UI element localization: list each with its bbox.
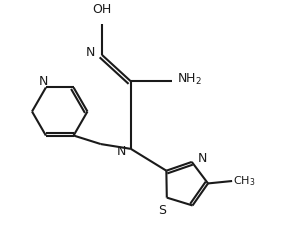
Text: S: S bbox=[158, 204, 166, 217]
Text: N: N bbox=[39, 75, 48, 88]
Text: OH: OH bbox=[92, 3, 112, 16]
Text: CH$_3$: CH$_3$ bbox=[233, 174, 256, 188]
Text: N: N bbox=[85, 46, 95, 59]
Text: NH$_2$: NH$_2$ bbox=[177, 71, 202, 87]
Text: N: N bbox=[117, 145, 126, 158]
Text: N: N bbox=[198, 152, 207, 165]
